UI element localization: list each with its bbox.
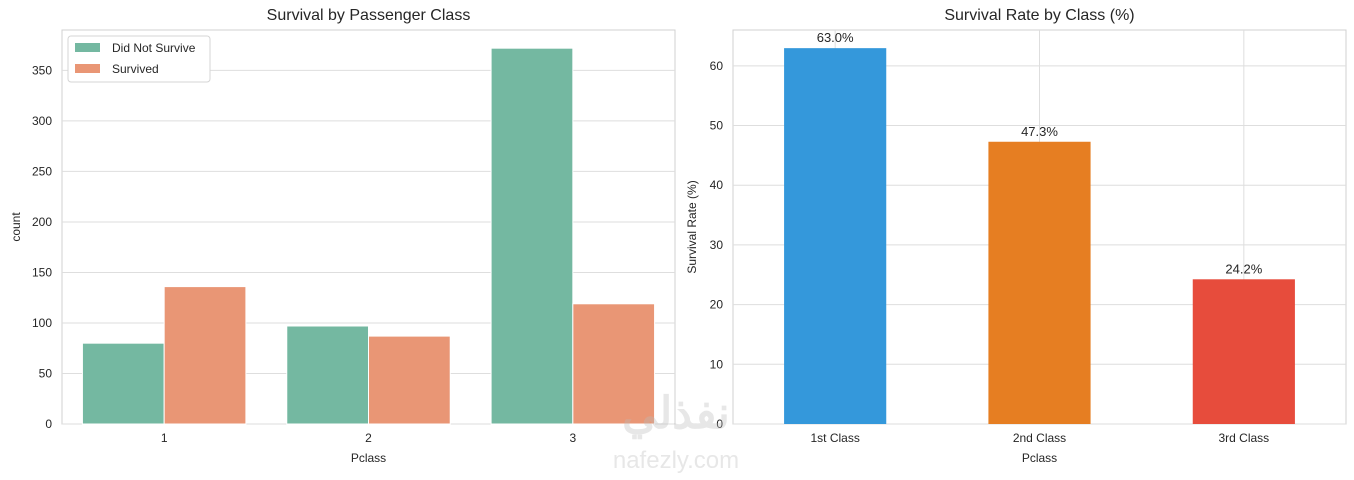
y-tick-label: 10 — [710, 357, 724, 371]
legend-label: Survived — [112, 62, 159, 76]
legend-swatch — [75, 43, 100, 52]
watermark-logo: نفذلي nafezly.com — [613, 389, 739, 474]
y-tick-label: 50 — [39, 366, 53, 380]
y-tick-label: 250 — [32, 164, 52, 178]
chart-title: Survival by Passenger Class — [267, 7, 471, 24]
y-tick-label: 60 — [710, 59, 724, 73]
y-axis-label: Survival Rate (%) — [685, 180, 699, 273]
x-tick-label: 1st Class — [810, 431, 859, 445]
x-tick-label: 1 — [161, 431, 168, 445]
legend: Did Not Survive Survived — [67, 35, 211, 83]
watermark-arabic: نفذلي — [622, 389, 730, 440]
legend-box — [67, 35, 211, 83]
x-tick-label: 3 — [569, 431, 576, 445]
bar-rate — [1192, 279, 1295, 424]
x-tick-label: 2nd Class — [1013, 431, 1066, 445]
y-tick-label: 150 — [32, 265, 52, 279]
data-label: 63.0% — [817, 30, 854, 45]
y-tick-label: 200 — [32, 215, 52, 229]
y-tick-label: 40 — [710, 178, 724, 192]
y-tick-label: 0 — [45, 417, 52, 431]
y-axis-label: count — [9, 212, 23, 242]
data-label: 47.3% — [1021, 124, 1058, 139]
x-axis-label: Pclass — [351, 451, 386, 465]
bar-did-not-survive — [81, 342, 165, 425]
bar-did-not-survive — [286, 325, 369, 425]
bar-did-not-survive — [490, 47, 574, 425]
y-tick-label: 50 — [710, 119, 724, 133]
x-axis-label: Pclass — [1022, 451, 1057, 465]
y-tick-label: 20 — [710, 298, 724, 312]
legend-label: Did Not Survive — [112, 41, 196, 55]
chart-title: Survival Rate by Class (%) — [944, 7, 1134, 24]
bar-survived — [368, 335, 451, 425]
bar-rate — [784, 48, 887, 424]
x-tick-label: 2 — [365, 431, 372, 445]
y-tick-label: 300 — [32, 114, 52, 128]
y-tick-label: 350 — [32, 63, 52, 77]
y-tick-label: 0 — [716, 417, 723, 431]
watermark-text: nafezly.com — [613, 447, 739, 474]
x-tick-label: 3rd Class — [1218, 431, 1269, 445]
bar-survived — [572, 303, 656, 425]
data-label: 24.2% — [1225, 261, 1262, 276]
legend-swatch — [75, 64, 100, 73]
chart-1: 0 10 20 30 40 50 60 1st Class 2nd Class 3rd Class… — [685, 7, 1347, 465]
bar-rate — [988, 141, 1091, 424]
y-tick-label: 100 — [32, 316, 52, 330]
bar-survived — [163, 286, 247, 425]
chart-0: 0 50 100 150 200 250 300 350 1 2 3 Survival by Pass… — [9, 7, 676, 465]
y-tick-label: 30 — [710, 238, 724, 252]
